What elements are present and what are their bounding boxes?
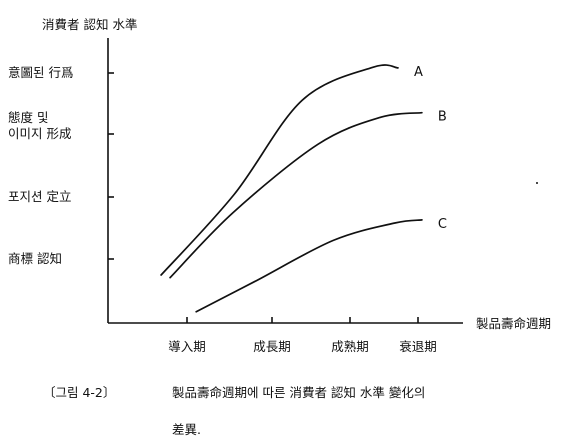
curve-c [195, 219, 423, 313]
awareness-curves [160, 64, 423, 313]
stray-dot [536, 182, 538, 184]
curve-label-b: B [438, 110, 447, 125]
curve-b [169, 111, 423, 279]
curve-label-c: C [438, 217, 447, 232]
y-level-label: 포지션 定立 [8, 189, 71, 204]
x-stage-label: 成熟期 [331, 339, 369, 354]
y-level-label: 商標 認知 [8, 251, 62, 266]
y-level-label: 態度 및 [8, 110, 48, 125]
axes [107, 38, 463, 324]
x-axis-title: 製品壽命週期 [476, 316, 551, 331]
y-level-label: 意圖된 行爲 [8, 65, 73, 80]
x-axis-stage-labels: 導入期 成長期 成熟期 衰退期 [168, 339, 437, 354]
x-stage-label: 成長期 [253, 339, 291, 354]
x-stage-label: 導入期 [168, 339, 206, 354]
caption-label: 〔그림 4-2〕 [43, 385, 115, 400]
x-axis-ticks [186, 317, 419, 323]
curve-label-a: A [414, 65, 423, 80]
y-level-label: 이미지 形成 [8, 126, 71, 141]
y-axis-ticks [108, 72, 114, 260]
figure-caption: 〔그림 4-2〕 製品壽命週期에 따른 消費者 認知 水準 變化의 差異. [43, 385, 425, 437]
curve-labels: A B C [414, 65, 447, 232]
y-axis-title: 消費者 認知 水準 [42, 17, 137, 32]
curve-a [160, 64, 399, 276]
caption-line-2: 差異. [172, 422, 201, 437]
x-stage-label: 衰退期 [399, 339, 437, 354]
caption-line-1: 製品壽命週期에 따른 消費者 認知 水準 變化의 [172, 385, 425, 400]
